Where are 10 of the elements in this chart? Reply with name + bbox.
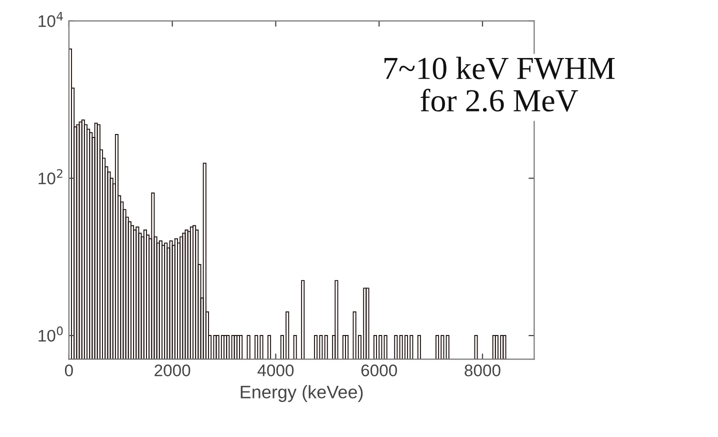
x-tick-label: 8000 [464,364,500,376]
x-axis-title: Energy (keVee) [240,385,363,402]
y-tick-label: 10$^{4}$ [38,12,63,28]
x-tick-label: 2000 [154,364,190,376]
x-tick-label: 6000 [361,364,397,376]
x-tick-label: 0 [64,364,73,376]
annotation: 7~10 keV FWHM for 2.6 MeV [384,56,615,112]
y-tick-label: 10$^{0}$ [38,326,63,342]
y-tick-label: 10$^{2}$ [38,169,62,184]
x-tick-label: 4000 [258,364,294,376]
